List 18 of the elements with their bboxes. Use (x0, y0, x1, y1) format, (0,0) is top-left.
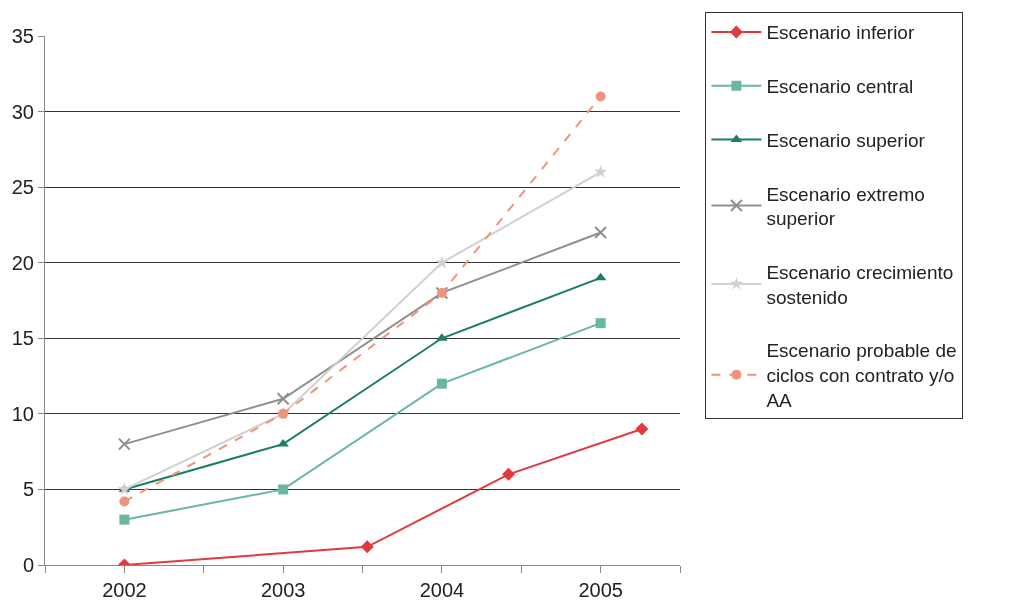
legend-label: Escenario central (766, 76, 914, 98)
legend-label: Escenario probable de ciclos con contrato y/o AA (766, 340, 957, 411)
legend-label: Escenario crecimiento sostenido (766, 261, 954, 308)
x-tick-label: 2004 (419, 579, 465, 601)
y-tick-label: 30 (11, 100, 34, 123)
legend-label: Escenario inferior (766, 22, 915, 44)
x-tick-label: 2002 (102, 579, 147, 601)
y-tick-label: 15 (11, 327, 34, 350)
x-tick-label: 2005 (578, 579, 623, 601)
legend-label: Escenario extremo superior (766, 183, 925, 230)
y-tick-label: 35 (11, 25, 34, 47)
y-tick-label: 0 (22, 554, 34, 576)
legend-label: Escenario superior (766, 129, 926, 151)
y-tick-label: 25 (11, 176, 34, 199)
y-tick-label: 20 (11, 251, 34, 274)
y-tick-label: 5 (22, 478, 34, 501)
y-tick-label: 10 (11, 402, 34, 425)
x-tick-label: 2003 (260, 579, 306, 601)
